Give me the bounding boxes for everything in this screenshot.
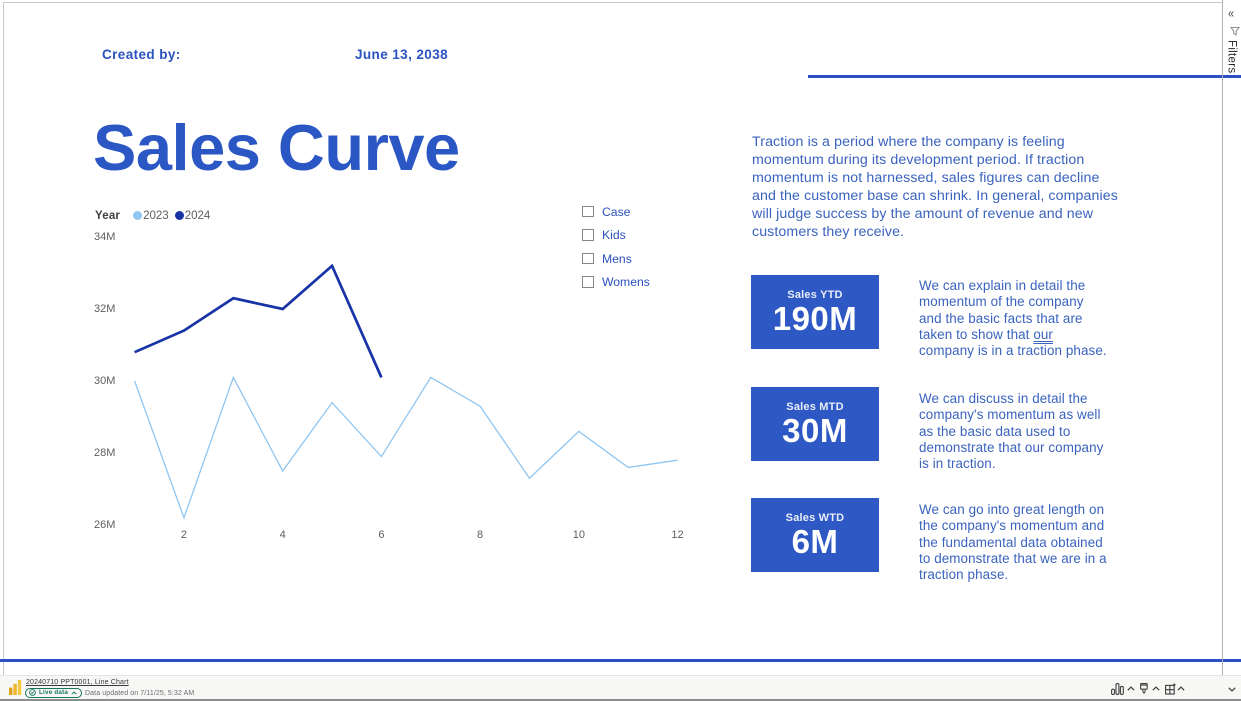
x-axis-tick-label: 6 — [378, 529, 385, 541]
kpi-card-value: 30M — [782, 411, 848, 449]
layout-grid-add-icon[interactable] — [1164, 682, 1176, 695]
legend-title: Year — [95, 209, 121, 222]
kpi-card-value: 190M — [772, 299, 858, 337]
header-date: June 13, 2038 — [355, 47, 449, 62]
traction-paragraph: Traction is a period where the company i… — [752, 134, 1118, 241]
legend-label: 2024 — [184, 209, 211, 222]
checkbox[interactable] — [582, 229, 594, 241]
x-axis-tick-label: 4 — [279, 529, 286, 541]
legend-dot-2023 — [133, 211, 143, 220]
y-axis-tick-label: 26M — [94, 519, 116, 531]
legend-item-2024[interactable]: 2024 — [174, 209, 211, 222]
x-axis-tick-label: 12 — [671, 529, 684, 541]
format-chevron-up-icon[interactable] — [1151, 686, 1160, 691]
slide-border-left — [3, 2, 4, 675]
y-axis-tick-label: 34M — [94, 231, 116, 243]
kpi-card-sales-wtd[interactable]: Sales WTD 6M — [751, 498, 879, 572]
bottom-accent-line — [0, 659, 1241, 662]
kpi-note-sales-mtd: We can discuss in detail the company's m… — [919, 391, 1104, 472]
live-data-label: Live data — [39, 689, 69, 697]
kpi-note-sales-ytd: We can explain in detail the momentum of… — [919, 278, 1107, 359]
page-title: Sales Curve — [93, 111, 460, 184]
kpi-card-sales-mtd[interactable]: Sales MTD 30M — [751, 387, 879, 461]
kpi-card-label: Sales MTD — [786, 400, 844, 413]
kpi-card-label: Sales WTD — [785, 511, 845, 524]
chevron-up-icon — [71, 691, 77, 695]
expand-filters-icon[interactable]: « — [1228, 7, 1235, 21]
grid-chevron-up-icon[interactable] — [1177, 686, 1185, 691]
y-axis-tick-label: 32M — [94, 303, 116, 315]
slicer-item-label: Mens — [602, 251, 632, 266]
slicer-item-case[interactable]: Case — [582, 204, 650, 219]
slicer-item-label: Case — [602, 204, 631, 219]
power-bi-logo — [9, 680, 22, 695]
footer-bar — [0, 675, 1241, 699]
kpi-card-sales-ytd[interactable]: Sales YTD 190M — [751, 275, 879, 349]
category-slicer: Case Kids Mens Womens — [582, 205, 650, 299]
kpi-card-label: Sales YTD — [787, 288, 843, 301]
live-data-badge[interactable]: Live data — [25, 687, 83, 698]
verified-check-icon — [29, 689, 36, 697]
series-line-2023[interactable] — [133, 375, 678, 520]
checkbox[interactable] — [582, 252, 594, 265]
top-accent-line — [808, 75, 1241, 78]
visuals-icon[interactable] — [1110, 682, 1124, 695]
window-bottom-edge — [0, 699, 1241, 701]
created-by-label: Created by: — [102, 47, 181, 62]
slicer-item-label: Kids — [602, 228, 626, 242]
kpi-card-value: 6M — [791, 522, 839, 560]
slide-border-top — [3, 2, 1222, 3]
data-updated-text: Data updated on 7/11/25, 5:32 AM — [85, 689, 195, 697]
kpi-note-sales-wtd: We can go into great length on the compa… — [919, 502, 1107, 583]
chart-legend: Year 2023 2024 — [95, 208, 216, 223]
x-axis-tick-label: 2 — [180, 529, 188, 541]
y-axis-tick-label: 30M — [94, 375, 116, 387]
footer-collapse-chevron-down-icon[interactable] — [1227, 686, 1236, 692]
filter-funnel-icon — [1230, 27, 1240, 36]
legend-label: 2023 — [143, 209, 169, 222]
checkbox[interactable] — [582, 276, 594, 288]
legend-dot-2024 — [174, 211, 184, 220]
legend-item-2023[interactable]: 2023 — [133, 210, 169, 222]
x-axis-tick-label: 10 — [572, 529, 585, 541]
x-axis-tick-label: 8 — [477, 529, 484, 541]
slicer-item-womens[interactable]: Womens — [582, 275, 650, 289]
filters-pane-border — [1222, 0, 1223, 676]
report-name-link[interactable]: 20240710 PPT0001, Line Chart — [26, 678, 129, 686]
slicer-item-mens[interactable]: Mens — [582, 251, 650, 266]
series-line-2024[interactable] — [134, 263, 383, 378]
y-axis-tick-label: 28M — [94, 447, 116, 459]
slicer-item-kids[interactable]: Kids — [582, 228, 650, 242]
format-paint-icon[interactable] — [1139, 682, 1148, 694]
filters-pane-label[interactable]: Filters — [1225, 40, 1238, 74]
slicer-item-label: Womens — [602, 275, 650, 289]
underlined-word: our — [1033, 327, 1053, 343]
checkbox[interactable] — [582, 205, 594, 218]
visuals-chevron-up-icon[interactable] — [1126, 686, 1135, 691]
